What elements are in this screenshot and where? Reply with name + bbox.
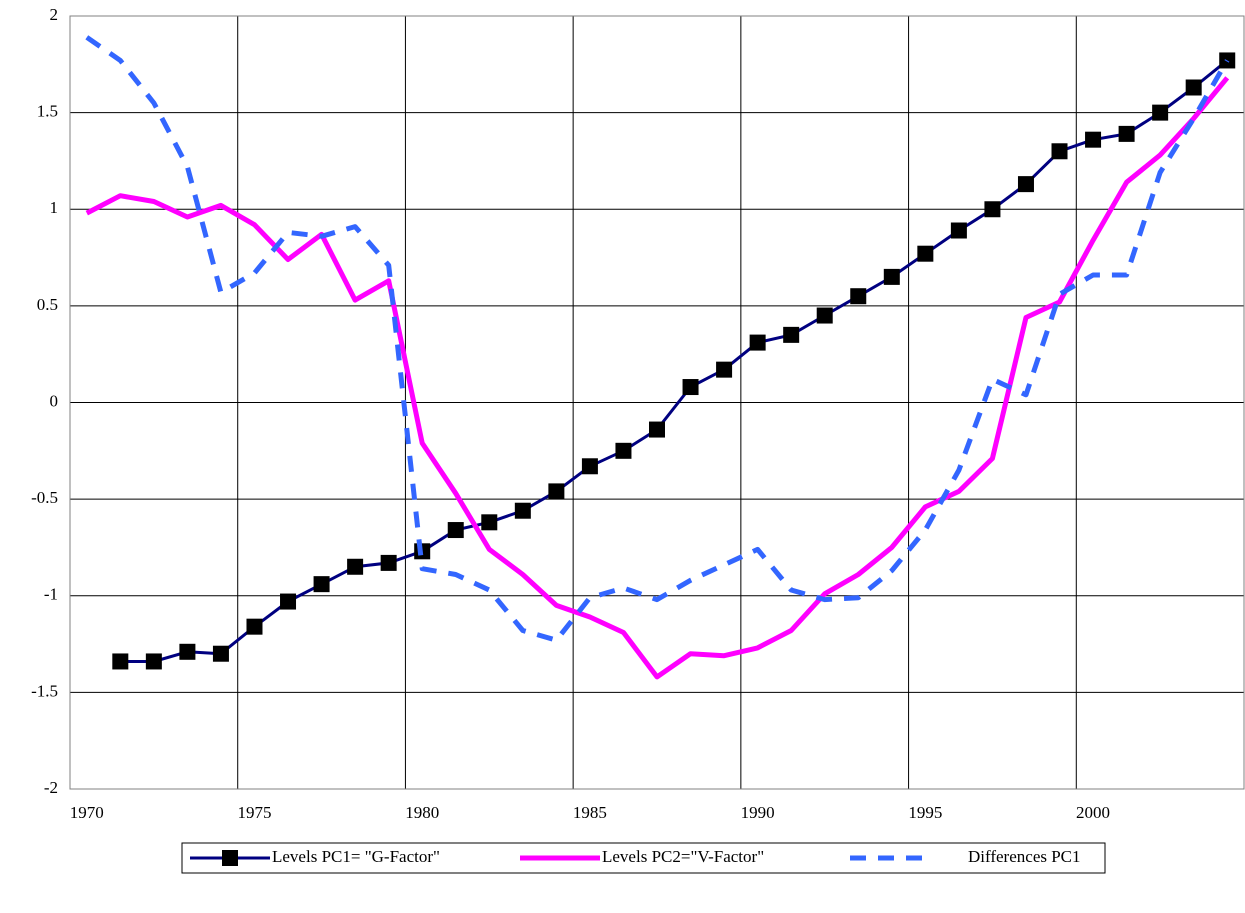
y-tick-label: 0 (50, 391, 59, 410)
point-marker (950, 222, 967, 239)
x-tick-label: 1990 (741, 803, 775, 822)
point-marker (816, 307, 833, 324)
point-marker (649, 421, 665, 438)
point-marker (883, 268, 900, 285)
point-marker (1017, 176, 1034, 193)
point-marker (514, 502, 531, 519)
legend-box (181, 842, 1106, 874)
y-tick-label: 1 (50, 198, 59, 217)
legend-label: Differences PC1 (968, 847, 1081, 866)
y-tick-label: -1 (44, 585, 58, 604)
point-marker (1085, 131, 1102, 148)
series-line (120, 59, 1229, 663)
point-marker (347, 558, 364, 575)
x-tick-label: 1985 (573, 803, 607, 822)
x-tick-label: 1980 (405, 803, 439, 822)
y-tick-label: -1.5 (31, 681, 58, 700)
y-tick-label: 1.5 (37, 102, 58, 121)
point-marker (783, 326, 800, 343)
point-marker (984, 201, 1001, 218)
point-marker (1185, 79, 1202, 96)
point-marker (145, 653, 162, 670)
plot-border (69, 15, 1245, 790)
x-tick-label: 2000 (1076, 803, 1110, 822)
point-marker (850, 288, 867, 305)
point-marker (179, 643, 196, 660)
point-marker (447, 522, 464, 539)
y-tick-label: 0.5 (37, 295, 58, 314)
point-marker (615, 442, 632, 459)
x-tick-label: 1975 (237, 803, 271, 822)
point-marker (716, 361, 733, 378)
y-tick-label: -0.5 (31, 488, 58, 507)
point-marker (481, 514, 498, 531)
point-marker (917, 245, 934, 262)
y-tick-label: 2 (50, 5, 59, 24)
point-marker (1152, 104, 1169, 121)
legend-label: Levels PC1= "G-Factor" (272, 847, 440, 866)
point-marker (1051, 143, 1068, 160)
point-marker (313, 576, 330, 593)
x-tick-label: 1995 (908, 803, 942, 822)
series-line (85, 35, 1230, 643)
point-marker (581, 458, 598, 475)
x-tick-label: 1970 (70, 803, 104, 822)
point-marker (280, 593, 297, 610)
point-marker (380, 554, 397, 571)
point-marker (212, 645, 229, 662)
y-tick-label: -2 (44, 778, 58, 797)
legend-marker (222, 850, 238, 866)
point-marker (682, 379, 699, 396)
point-marker (112, 653, 129, 670)
point-marker (548, 483, 565, 500)
point-marker (749, 334, 766, 351)
legend-label: Levels PC2="V-Factor" (602, 847, 764, 866)
legend: Levels PC1= "G-Factor" Levels PC2="V-Fact… (181, 842, 1106, 874)
point-marker (1118, 125, 1135, 142)
point-marker (246, 618, 263, 635)
